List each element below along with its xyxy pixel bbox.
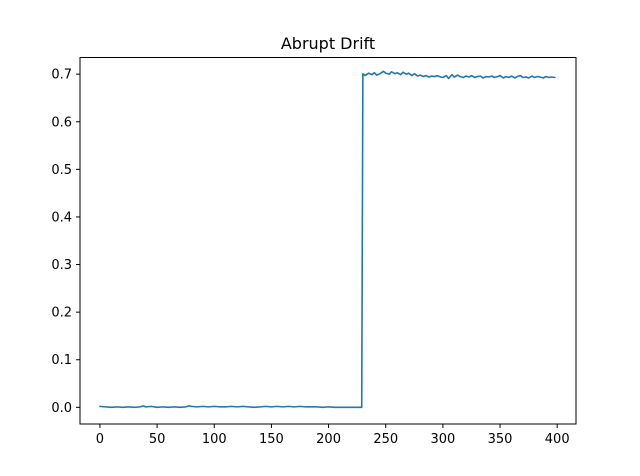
y-tick-label: 0.2 xyxy=(51,306,72,321)
plot-frame xyxy=(79,57,577,425)
y-tick-label: 0.4 xyxy=(51,210,72,225)
y-tick-label: 0.7 xyxy=(51,68,72,83)
x-tick-label: 400 xyxy=(545,432,570,447)
y-axis: 0.0 0.1 0.2 0.3 0.4 0.5 0.6 0.7 xyxy=(51,68,80,416)
x-tick-label: 350 xyxy=(488,432,513,447)
y-tick-label: 0.5 xyxy=(51,163,72,178)
y-tick-label: 0.1 xyxy=(51,353,72,368)
x-tick-label: 250 xyxy=(373,432,398,447)
x-tick-label: 150 xyxy=(259,432,284,447)
x-tick-label: 300 xyxy=(430,432,455,447)
y-tick-label: 0.0 xyxy=(51,401,72,416)
x-axis: 0 50 100 150 200 250 300 350 400 xyxy=(96,424,570,447)
x-tick-label: 50 xyxy=(149,432,166,447)
y-tick-label: 0.6 xyxy=(51,115,72,130)
chart-title: Abrupt Drift xyxy=(281,34,375,53)
x-tick-label: 200 xyxy=(316,432,341,447)
x-tick-label: 100 xyxy=(202,432,227,447)
series-layer xyxy=(99,70,556,409)
x-tick-label: 0 xyxy=(96,432,104,447)
series-line-0 xyxy=(99,70,556,409)
y-tick-label: 0.3 xyxy=(51,258,72,273)
